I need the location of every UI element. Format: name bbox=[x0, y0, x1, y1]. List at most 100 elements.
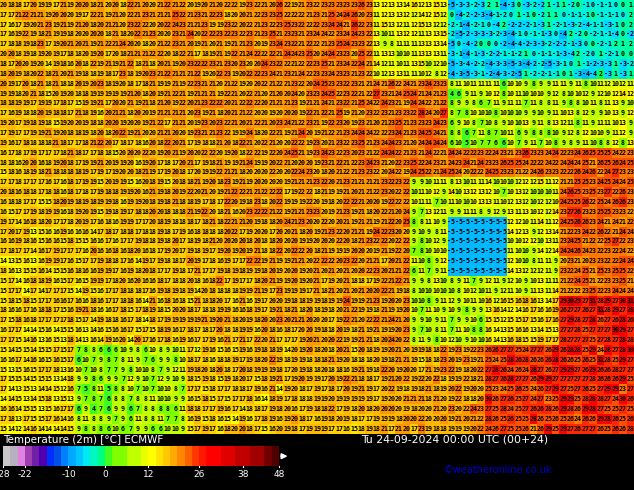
Text: 13: 13 bbox=[7, 367, 15, 372]
Bar bbox=[567, 98, 574, 108]
Text: 18: 18 bbox=[261, 268, 269, 274]
Text: 16: 16 bbox=[97, 327, 105, 333]
Bar bbox=[552, 384, 559, 394]
Bar bbox=[202, 355, 209, 365]
Bar bbox=[328, 335, 335, 345]
Text: 20: 20 bbox=[306, 307, 314, 314]
Text: 17: 17 bbox=[7, 61, 15, 67]
Bar bbox=[388, 69, 396, 79]
Text: 20: 20 bbox=[403, 318, 410, 323]
Text: 10: 10 bbox=[529, 209, 537, 215]
Text: 22: 22 bbox=[395, 189, 403, 195]
Bar bbox=[291, 79, 299, 89]
Bar bbox=[485, 197, 492, 207]
Bar bbox=[52, 207, 60, 217]
Bar bbox=[365, 20, 373, 29]
Bar bbox=[321, 335, 328, 345]
Text: 20: 20 bbox=[455, 406, 463, 412]
Text: 20: 20 bbox=[276, 297, 283, 304]
Bar bbox=[89, 335, 97, 345]
Bar bbox=[157, 246, 164, 256]
Bar bbox=[60, 335, 67, 345]
Text: -2: -2 bbox=[537, 2, 545, 8]
Bar bbox=[216, 286, 224, 295]
Text: 26: 26 bbox=[387, 81, 396, 87]
Bar bbox=[432, 345, 440, 355]
Text: 7: 7 bbox=[456, 110, 461, 116]
Text: 10: 10 bbox=[514, 81, 522, 87]
Bar bbox=[545, 424, 552, 434]
Bar bbox=[410, 128, 418, 138]
Text: 20: 20 bbox=[22, 91, 30, 97]
Text: 18: 18 bbox=[179, 268, 187, 274]
Text: 22: 22 bbox=[201, 61, 209, 67]
Text: 21: 21 bbox=[171, 120, 179, 126]
Bar bbox=[343, 148, 351, 158]
Text: 27: 27 bbox=[604, 318, 612, 323]
Bar bbox=[216, 20, 224, 29]
Text: 20: 20 bbox=[141, 110, 150, 116]
Text: 19: 19 bbox=[231, 130, 239, 136]
Text: 22: 22 bbox=[432, 150, 441, 156]
Bar bbox=[209, 404, 216, 414]
Bar bbox=[388, 29, 396, 39]
Text: -5: -5 bbox=[462, 71, 470, 77]
Text: 22: 22 bbox=[306, 71, 314, 77]
Bar bbox=[202, 177, 209, 187]
Text: 23: 23 bbox=[320, 22, 328, 27]
Bar bbox=[179, 365, 186, 374]
Bar bbox=[522, 414, 529, 424]
Bar bbox=[254, 394, 261, 404]
Bar bbox=[112, 335, 119, 345]
Bar bbox=[186, 404, 194, 414]
Text: 19: 19 bbox=[22, 229, 30, 235]
Bar bbox=[537, 207, 545, 217]
Bar bbox=[231, 365, 238, 374]
Bar bbox=[8, 108, 15, 118]
Bar bbox=[403, 59, 410, 69]
Bar bbox=[604, 256, 612, 266]
Bar bbox=[462, 148, 470, 158]
Bar bbox=[589, 59, 597, 69]
Bar bbox=[529, 276, 537, 286]
Bar bbox=[567, 10, 574, 20]
Bar bbox=[559, 256, 567, 266]
Text: -3: -3 bbox=[552, 61, 560, 67]
Text: 17: 17 bbox=[67, 140, 75, 146]
Bar bbox=[261, 276, 269, 286]
Text: 11: 11 bbox=[149, 396, 157, 402]
Bar bbox=[574, 246, 582, 256]
Text: 18: 18 bbox=[30, 41, 37, 48]
Bar bbox=[15, 29, 22, 39]
Bar bbox=[22, 10, 30, 20]
Bar bbox=[500, 69, 507, 79]
Bar bbox=[22, 89, 30, 98]
Bar bbox=[515, 256, 522, 266]
Bar bbox=[149, 384, 157, 394]
Bar bbox=[179, 414, 186, 424]
Bar bbox=[365, 394, 373, 404]
Bar bbox=[552, 227, 559, 237]
Text: 22: 22 bbox=[328, 258, 336, 264]
Bar bbox=[261, 158, 269, 168]
Bar bbox=[52, 306, 60, 316]
Bar bbox=[440, 29, 448, 39]
Text: 26: 26 bbox=[351, 12, 358, 18]
Text: -5: -5 bbox=[455, 248, 463, 254]
Bar bbox=[299, 49, 306, 59]
Text: 10: 10 bbox=[157, 396, 164, 402]
Text: 16: 16 bbox=[127, 258, 134, 264]
Text: 16: 16 bbox=[60, 179, 67, 185]
Text: 19: 19 bbox=[157, 81, 164, 87]
Bar bbox=[432, 49, 440, 59]
Bar bbox=[246, 89, 254, 98]
Text: 17: 17 bbox=[246, 337, 254, 343]
Text: -2: -2 bbox=[484, 71, 493, 77]
Text: 18: 18 bbox=[358, 376, 366, 382]
Bar bbox=[351, 118, 358, 128]
Bar bbox=[455, 128, 462, 138]
Bar bbox=[97, 286, 105, 295]
Text: 21: 21 bbox=[313, 100, 321, 106]
Bar bbox=[157, 0, 164, 10]
Text: 13: 13 bbox=[387, 2, 396, 8]
